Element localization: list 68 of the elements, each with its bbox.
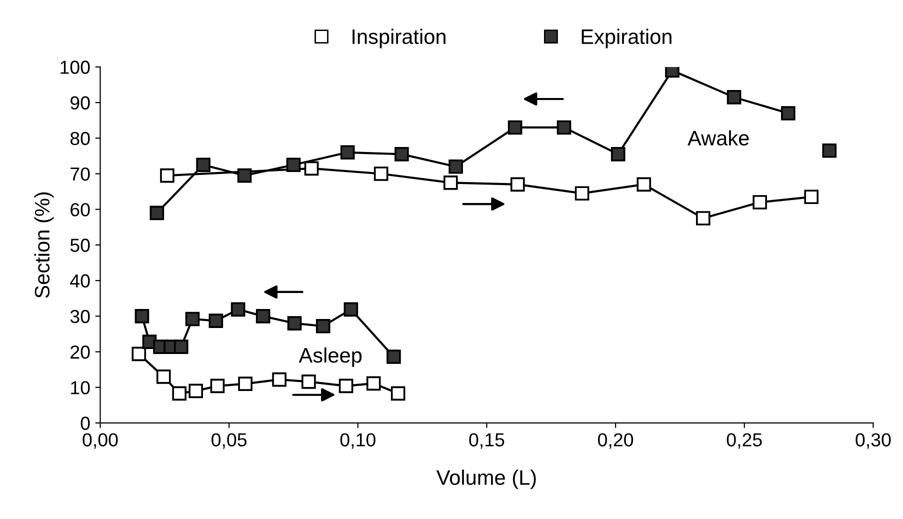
point	[822, 143, 837, 158]
y-tick-label: 80	[70, 132, 90, 146]
point	[338, 378, 354, 394]
x-tick-label: 0,20	[598, 433, 634, 449]
point	[185, 312, 200, 326]
point	[636, 177, 652, 192]
y-tick-label: 10	[71, 381, 90, 394]
point	[238, 376, 252, 391]
point	[302, 374, 316, 389]
point	[272, 372, 286, 387]
x-tick-label: 0,10	[340, 433, 376, 449]
y-tick-label: 30	[70, 310, 90, 324]
point	[160, 168, 174, 183]
point	[150, 206, 164, 220]
point	[374, 166, 388, 181]
legend-label: Inspiration	[352, 28, 446, 48]
y-tick-label: 60	[70, 203, 90, 216]
point	[174, 340, 188, 354]
point	[781, 106, 796, 120]
point	[316, 318, 330, 334]
point	[172, 386, 186, 401]
y-tick-label: 40	[70, 274, 90, 288]
point	[304, 161, 319, 176]
point	[443, 176, 458, 190]
annotation: Asleep	[298, 347, 362, 367]
point	[344, 302, 358, 317]
point	[230, 302, 246, 317]
x-axis-title: Volume (L)	[436, 470, 536, 490]
x-tick-label: 0,00	[82, 433, 118, 449]
y-tick-label: 70	[70, 167, 90, 181]
point	[390, 386, 406, 401]
point	[508, 120, 522, 135]
point	[386, 350, 401, 364]
y-tick-label: 20	[70, 345, 90, 359]
point	[188, 384, 203, 398]
legend-label: Expiration	[582, 28, 672, 48]
y-tick-label: 90	[70, 96, 90, 110]
x-tick-label: 0,30	[856, 433, 891, 449]
point	[208, 314, 224, 328]
x-tick-label: 0,05	[212, 433, 247, 449]
point	[196, 158, 210, 172]
y-axis-title: Section (%)	[34, 192, 54, 298]
y-tick-label: 50	[70, 238, 90, 252]
point	[256, 309, 270, 324]
point	[156, 370, 171, 384]
x-tick-label: 0,15	[469, 433, 504, 449]
point	[210, 378, 225, 394]
point	[286, 158, 301, 172]
point	[448, 159, 463, 174]
annotation: Awake	[688, 130, 749, 146]
point	[556, 120, 572, 135]
x-tick-label: 0,25	[726, 433, 762, 449]
point	[726, 90, 742, 104]
point	[132, 346, 146, 362]
y-tick-label: 100	[60, 60, 90, 74]
point	[340, 145, 355, 160]
point	[134, 309, 150, 324]
point	[752, 195, 767, 210]
point	[610, 147, 626, 162]
y-tick-label: 0	[80, 416, 90, 430]
point	[287, 316, 302, 330]
point	[366, 376, 381, 391]
point	[574, 186, 590, 200]
point	[394, 147, 409, 162]
point	[510, 177, 525, 192]
point	[237, 168, 252, 183]
point	[696, 211, 710, 226]
point	[804, 190, 819, 204]
